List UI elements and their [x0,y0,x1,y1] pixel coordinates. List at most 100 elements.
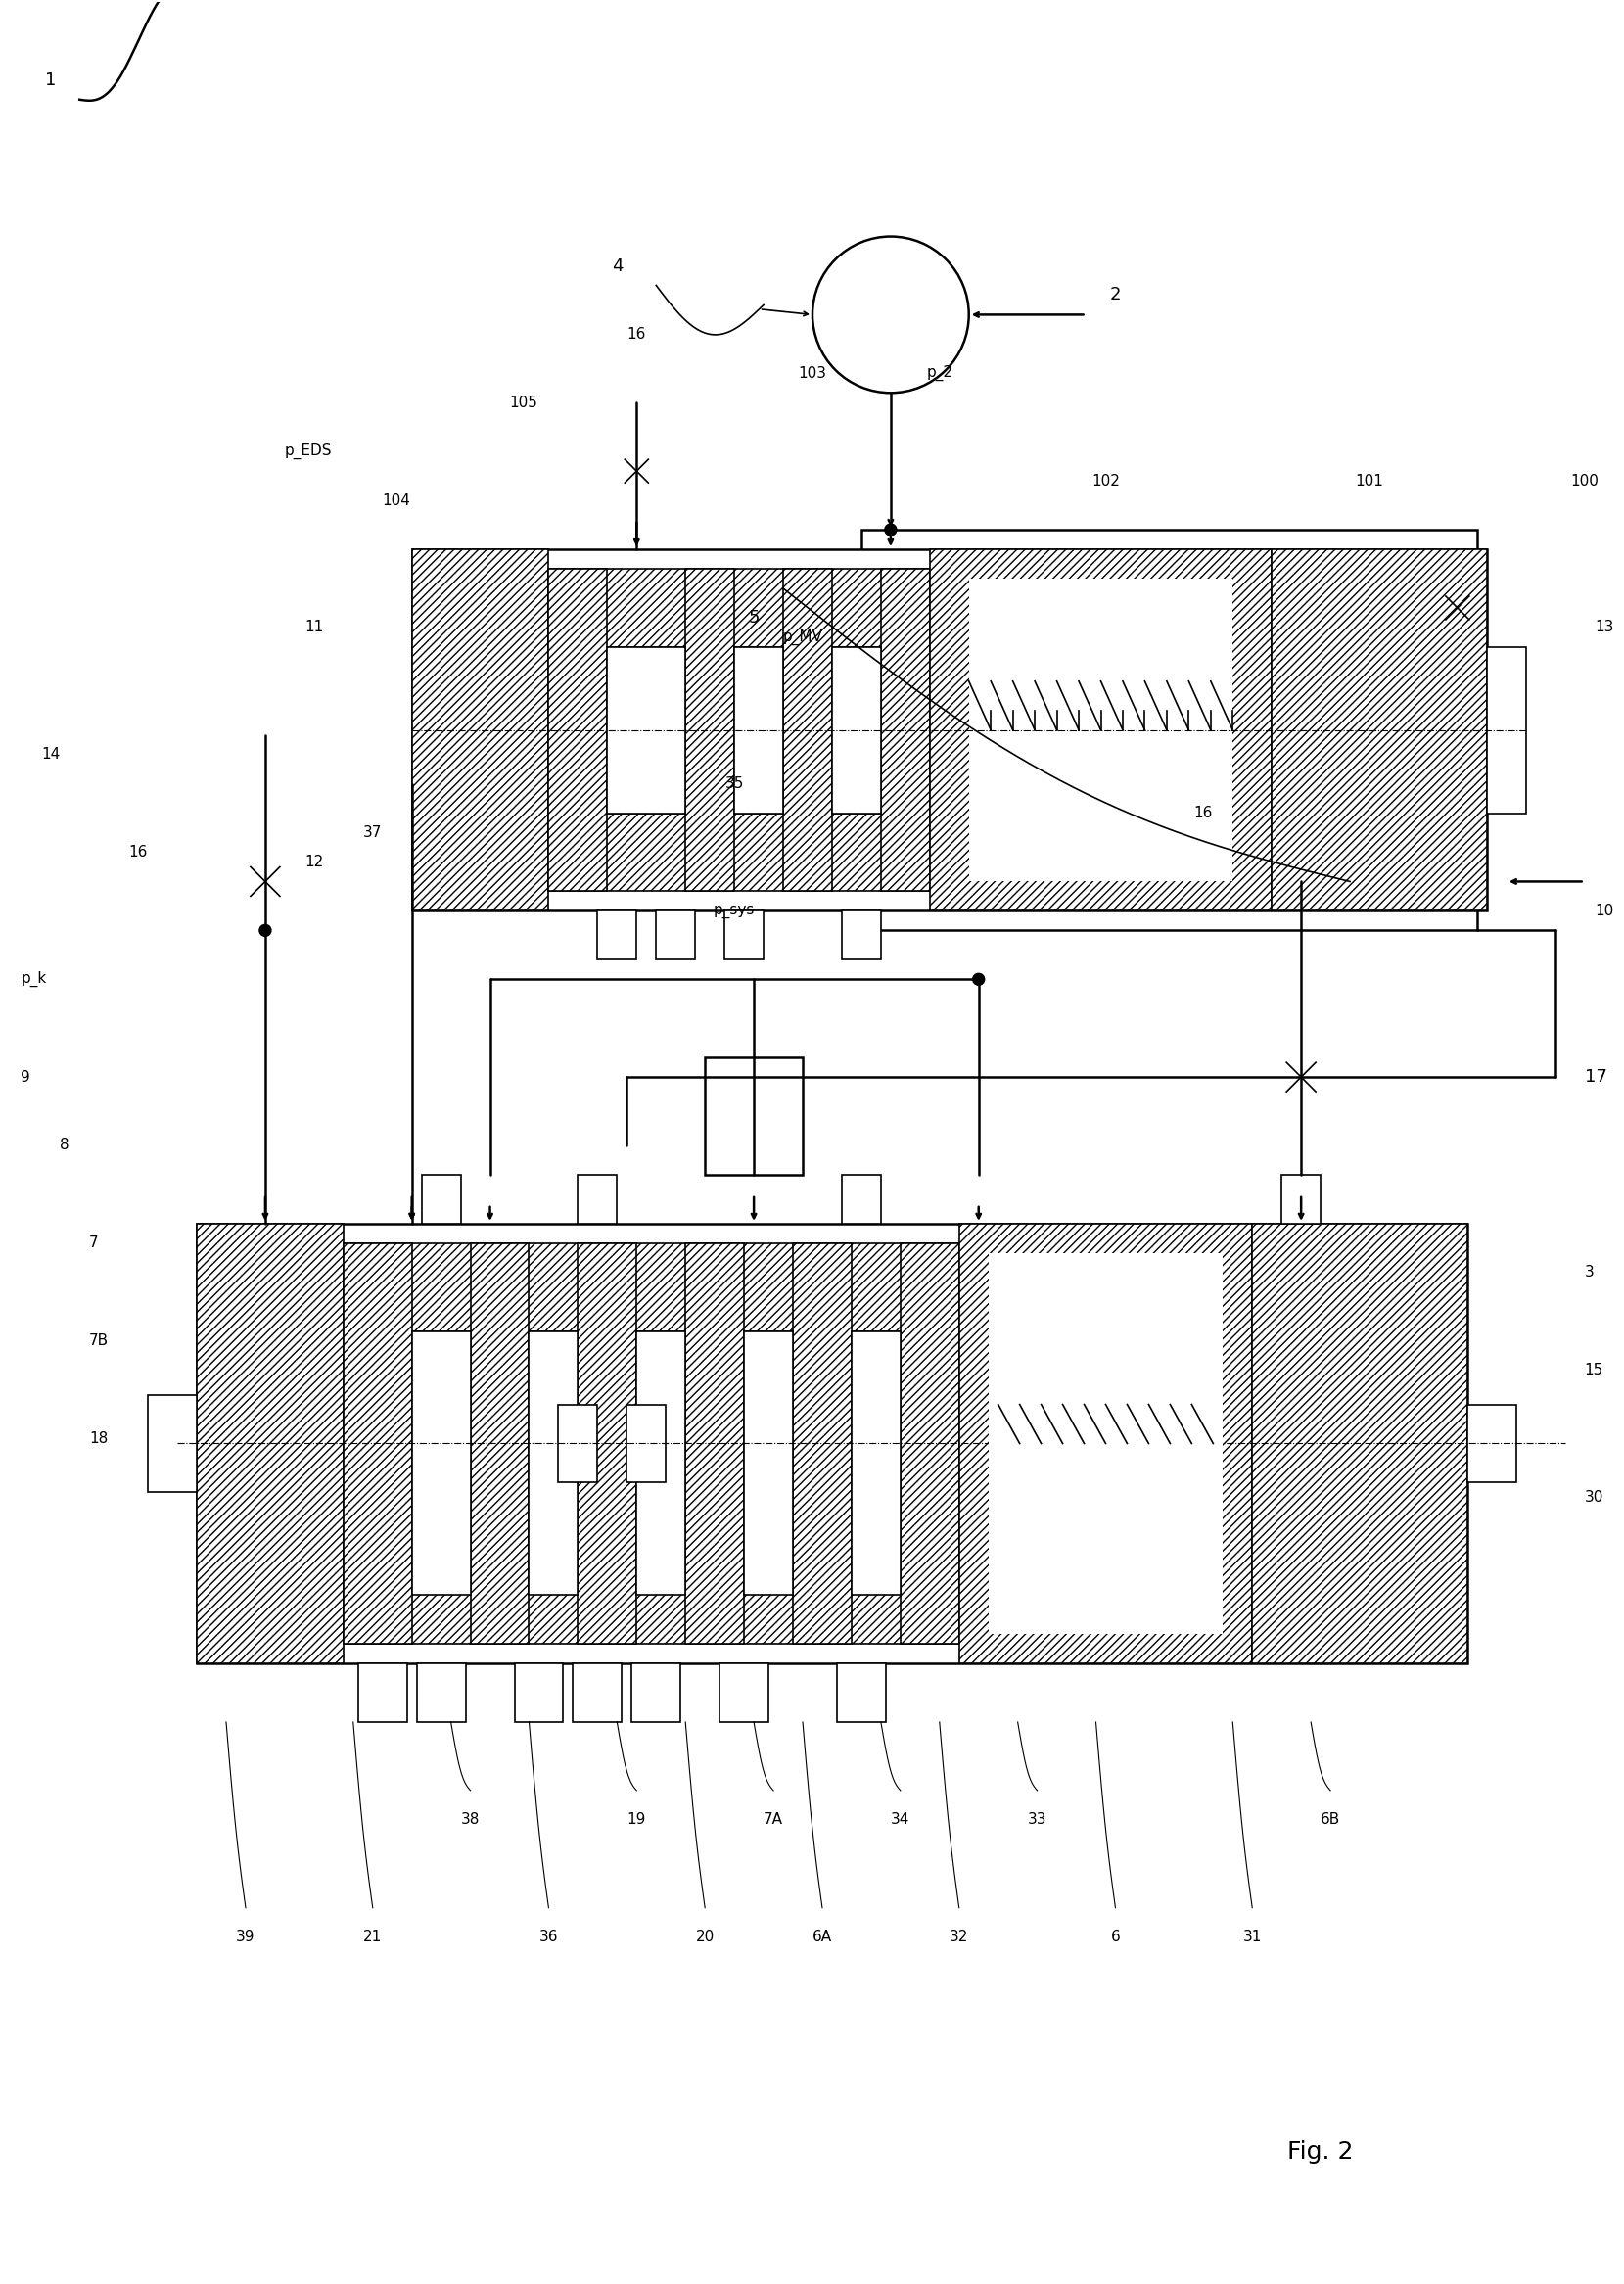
Bar [578,1174,617,1224]
Bar [343,1242,1047,1332]
Circle shape [885,523,896,534]
Text: 6B: 6B [1320,1813,1340,1827]
Text: 19: 19 [627,1813,646,1827]
Bar [793,1242,851,1644]
Text: 16: 16 [1194,806,1213,820]
Text: 101: 101 [1356,473,1384,489]
Bar [549,569,1272,646]
Text: 102: 102 [1091,473,1121,489]
Bar [343,1555,1047,1644]
Bar [343,1242,412,1644]
Text: p_sys: p_sys [713,904,755,918]
Bar [724,911,763,959]
Bar [549,813,1272,891]
Text: 21: 21 [364,1930,382,1944]
Circle shape [973,973,984,984]
Text: 16: 16 [627,327,646,343]
Text: 35: 35 [724,777,744,790]
Text: p_2: p_2 [926,365,953,381]
Bar [627,1405,666,1482]
Text: 2: 2 [1109,286,1121,304]
Text: p_MV: p_MV [783,630,823,644]
Text: 5: 5 [749,610,760,626]
Bar [989,1254,1223,1633]
Text: 14: 14 [41,747,60,763]
Bar [705,1057,802,1174]
Bar [343,1332,1047,1594]
Bar [412,548,1488,911]
Bar [656,911,695,959]
Bar [598,911,637,959]
Bar [417,1663,466,1722]
Text: 6: 6 [1111,1930,1121,1944]
Text: 8: 8 [60,1137,70,1153]
Text: 9: 9 [21,1069,31,1085]
Text: 6A: 6A [812,1930,831,1944]
Text: 39: 39 [235,1930,255,1944]
Text: 37: 37 [364,825,382,841]
Text: 31: 31 [1242,1930,1262,1944]
Text: 20: 20 [695,1930,715,1944]
Bar [841,911,880,959]
Bar [960,1224,1252,1663]
Bar [783,569,831,891]
Text: 1: 1 [44,71,55,89]
Circle shape [260,925,271,936]
Bar [578,1242,637,1644]
Bar [880,569,931,891]
Text: 15: 15 [1585,1364,1603,1377]
Text: 7B: 7B [89,1334,109,1348]
Text: 36: 36 [539,1930,559,1944]
Bar [529,1332,578,1594]
Text: 32: 32 [950,1930,968,1944]
Text: 103: 103 [799,365,827,381]
Bar [607,646,685,813]
Bar [637,1332,685,1594]
Bar [573,1663,622,1722]
Text: 18: 18 [89,1432,109,1446]
Text: 100: 100 [1570,473,1598,489]
Text: 30: 30 [1585,1489,1603,1505]
Bar [1488,646,1527,813]
Text: 3: 3 [1585,1265,1595,1279]
Text: 11: 11 [305,619,323,635]
Text: 104: 104 [383,493,411,507]
Text: 4: 4 [611,258,622,274]
Bar [734,646,783,813]
Text: Fig. 2: Fig. 2 [1288,2140,1354,2163]
Bar [685,569,734,891]
Bar [197,1224,1466,1663]
Bar [412,548,549,911]
Bar [1252,1224,1466,1663]
Bar [412,1332,471,1594]
Bar [685,1242,744,1644]
Bar [1466,1405,1517,1482]
Text: 16: 16 [128,845,148,859]
Bar [632,1663,680,1722]
Bar [357,1663,408,1722]
Text: 7A: 7A [763,1813,783,1827]
Bar [1281,1174,1320,1224]
Text: 33: 33 [1028,1813,1047,1827]
Bar [197,1224,343,1663]
Text: 17: 17 [1585,1069,1606,1085]
Bar [861,530,1478,930]
Bar [1272,548,1488,911]
Bar [471,1242,529,1644]
Text: p_k: p_k [21,971,47,987]
Bar [549,569,607,891]
Bar [970,578,1233,882]
Bar [841,1174,880,1224]
Text: 105: 105 [510,395,538,409]
Text: p_EDS: p_EDS [284,443,333,459]
Bar [831,646,880,813]
Bar [719,1663,768,1722]
Bar [422,1174,461,1224]
Bar [148,1396,197,1491]
Text: 10: 10 [1595,904,1614,918]
Text: 38: 38 [461,1813,481,1827]
Bar [900,1242,960,1644]
Bar [549,646,1272,813]
Text: 13: 13 [1595,619,1614,635]
Bar [836,1663,885,1722]
